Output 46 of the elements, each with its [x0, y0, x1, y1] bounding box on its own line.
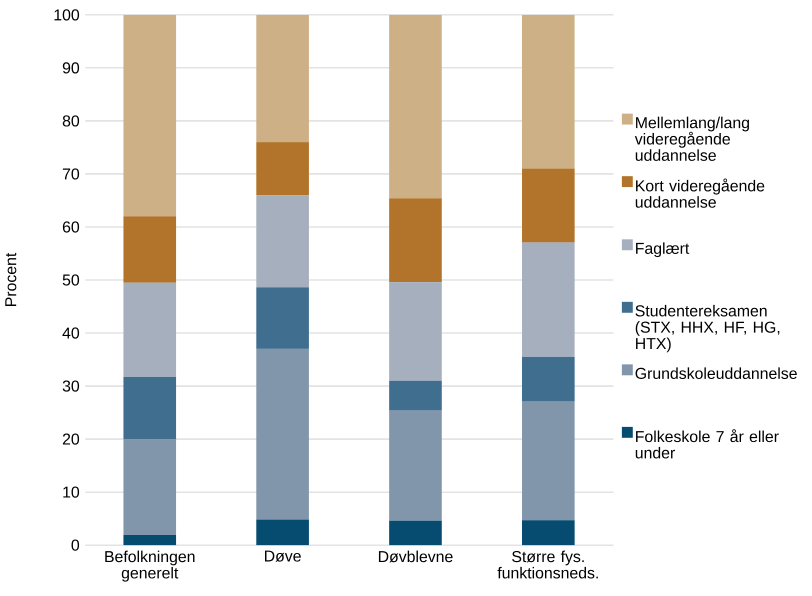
bar	[389, 198, 442, 282]
y-tick-label: 20	[62, 434, 80, 445]
bar	[389, 520, 442, 546]
y-tick-label: 100	[54, 9, 80, 21]
bar	[256, 349, 309, 520]
bar	[123, 15, 176, 216]
y-tick-label: 90	[62, 62, 80, 74]
bar	[522, 520, 575, 546]
bar	[256, 288, 309, 350]
x-tick-label: Befolkningen generelt	[105, 550, 194, 582]
legend-label: Studentereksamen (STX, HHX, HF, HG, HTX)	[635, 304, 780, 352]
bar	[256, 15, 309, 142]
bar	[522, 402, 575, 520]
legend-label: Kort videregående uddannelse	[636, 178, 764, 208]
bar	[256, 195, 309, 288]
y-tick-label: 60	[62, 222, 80, 233]
bar	[522, 242, 575, 358]
x-tick-label: Døvblevne	[378, 550, 453, 562]
bar	[256, 520, 309, 546]
bar	[522, 15, 575, 169]
bar	[389, 282, 442, 381]
bar	[123, 535, 176, 546]
bar	[123, 282, 176, 378]
y-tick-label: 40	[62, 328, 80, 339]
bar	[123, 216, 176, 283]
x-tick-label: Døve	[265, 550, 301, 562]
legend-label: Faglært	[636, 242, 690, 258]
y-tick-label: 50	[62, 274, 80, 286]
bar	[389, 15, 442, 198]
y-axis-title: Procent	[5, 252, 16, 306]
y-tick-label: 30	[62, 380, 80, 392]
x-tick-label: Større fys. funktionsneds.	[498, 550, 598, 579]
bar	[256, 142, 309, 196]
y-tick-label: 10	[63, 486, 80, 498]
bar	[123, 439, 176, 536]
y-tick-label: 80	[62, 115, 80, 127]
bar	[522, 357, 575, 402]
legend-label: Mellemlang/lang videregående uddannelse	[634, 116, 749, 162]
y-tick-label: 70	[62, 168, 80, 180]
bar	[389, 410, 442, 521]
bar	[123, 377, 176, 440]
bar	[522, 168, 575, 242]
legend-label: Folkeskole 7 år eller under	[636, 429, 779, 459]
legend-label: Grundskoleuddannelse	[636, 368, 797, 380]
bar	[389, 380, 442, 411]
y-tick-label: 0	[72, 540, 80, 551]
